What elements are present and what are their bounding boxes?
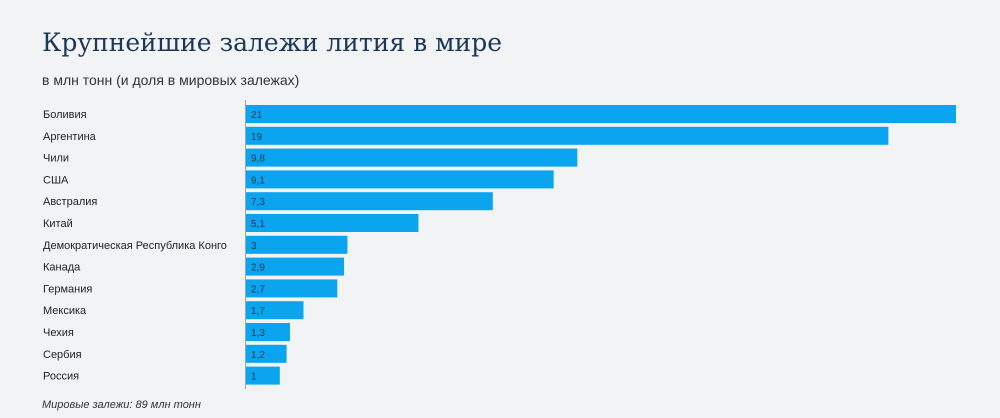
category-label: Канада xyxy=(43,262,81,274)
bar-row: Демократическая Республика Конго 3 xyxy=(43,235,348,254)
chart-subtitle: в млн тонн (и доля в мировых залежах) xyxy=(42,72,300,88)
bar-value-label: 5,1 xyxy=(251,219,265,230)
category-label: Демократическая Республика Конго xyxy=(43,240,227,252)
bar-value-label: 7,3 xyxy=(251,197,265,208)
bar xyxy=(246,323,290,341)
bar-row: Чехия 1,3 xyxy=(43,323,290,341)
category-label: Чили xyxy=(43,153,69,165)
bar-value-label: 1,3 xyxy=(251,328,265,339)
footnote: Мировые залежи: 89 млн тонн xyxy=(42,399,201,411)
bar-value-label: 1,7 xyxy=(251,306,265,317)
bar xyxy=(246,214,419,232)
bar-row: Россия 1 xyxy=(43,366,280,385)
bar-row: Германия 2,7 xyxy=(43,279,338,298)
bar xyxy=(246,366,280,385)
category-label: Мексика xyxy=(43,305,87,317)
bar-chart: Боливия 21 Аргентина 19 Чили 9,8 США 9,1 Австрал… xyxy=(43,100,956,389)
bar xyxy=(246,301,304,320)
category-label: Чехия xyxy=(43,327,74,339)
bar-row: Австралия 7,3 xyxy=(43,192,493,211)
bar-value-label: 9,8 xyxy=(251,154,265,165)
category-label: Аргентина xyxy=(43,131,97,143)
bar xyxy=(246,192,493,211)
bar-value-label: 21 xyxy=(251,110,263,121)
bar-value-label: 1 xyxy=(251,372,257,383)
bar-row: Аргентина 19 xyxy=(43,126,889,145)
category-label: Китай xyxy=(43,218,73,230)
category-label: Россия xyxy=(43,371,79,383)
bar-value-label: 2,7 xyxy=(251,284,265,295)
bar xyxy=(246,105,956,123)
bar-row: Боливия 21 xyxy=(43,105,956,123)
bar xyxy=(246,235,348,254)
bar-row: США 9,1 xyxy=(43,170,554,189)
category-label: США xyxy=(43,174,69,186)
bar xyxy=(246,257,345,276)
bar-row: Чили 9,8 xyxy=(43,148,578,167)
bar-value-label: 9,1 xyxy=(251,175,265,186)
chart-title: Крупнейшие залежи лития в мире xyxy=(42,28,502,57)
bar-value-label: 19 xyxy=(251,132,263,143)
category-label: Австралия xyxy=(43,196,97,208)
bar xyxy=(246,344,287,363)
bar-row: Канада 2,9 xyxy=(43,257,345,276)
bar xyxy=(246,126,889,145)
bar-row: Сербия 1,2 xyxy=(43,344,287,363)
bar-value-label: 2,9 xyxy=(251,263,265,274)
bar-value-label: 1,2 xyxy=(251,350,265,361)
category-label: Германия xyxy=(43,283,92,295)
category-label: Сербия xyxy=(43,349,82,361)
bar xyxy=(246,279,338,298)
bar xyxy=(246,148,578,167)
bar-row: Мексика 1,7 xyxy=(43,301,304,320)
bar-row: Китай 5,1 xyxy=(43,214,419,232)
bar xyxy=(246,170,554,189)
category-label: Боливия xyxy=(43,109,87,121)
bar-rows: Боливия 21 Аргентина 19 Чили 9,8 США 9,1 Австрал… xyxy=(43,105,956,385)
bar-value-label: 3 xyxy=(251,241,257,252)
